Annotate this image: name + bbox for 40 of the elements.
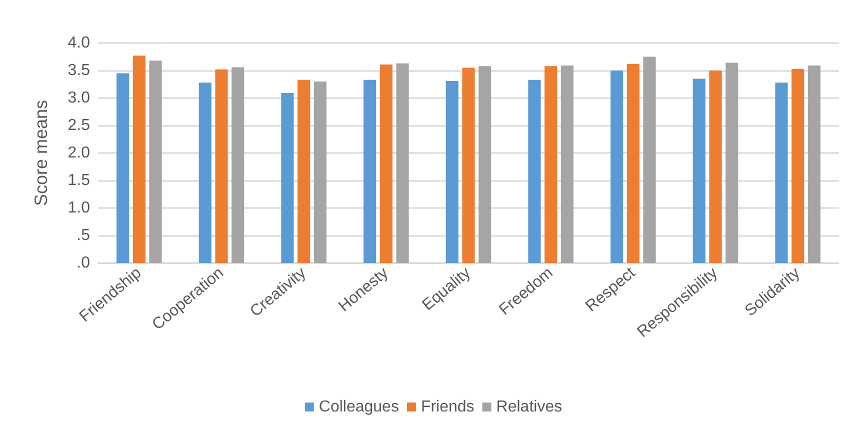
legend-label: Friends xyxy=(420,398,474,416)
bar xyxy=(281,93,294,263)
bar xyxy=(298,80,310,263)
bar xyxy=(232,67,244,263)
bar xyxy=(478,66,492,263)
bar xyxy=(528,80,541,263)
bar xyxy=(446,80,458,263)
bar xyxy=(314,82,326,263)
y-tick-label: 3.5 xyxy=(68,62,90,79)
legend-label: Colleagues xyxy=(318,398,399,416)
y-axis-title: Score means xyxy=(31,100,51,206)
bar xyxy=(610,70,624,263)
bar xyxy=(626,64,640,263)
y-tick-label: .0 xyxy=(76,254,90,272)
y-tick-label: 3.0 xyxy=(68,90,90,106)
y-tick-label: 1.5 xyxy=(68,172,90,189)
bar xyxy=(396,63,409,263)
bar xyxy=(198,82,212,263)
bar xyxy=(544,66,558,263)
bar xyxy=(792,68,804,263)
bar xyxy=(364,80,376,263)
bar xyxy=(116,73,130,263)
bar xyxy=(560,66,574,263)
bar xyxy=(462,68,475,263)
y-tick-label: 2.0 xyxy=(68,144,90,162)
bar xyxy=(149,60,162,263)
bar xyxy=(132,56,146,263)
y-tick-label: .5 xyxy=(76,227,90,244)
y-tick-label: 4.0 xyxy=(68,34,90,52)
bar xyxy=(215,69,228,263)
y-tick-label: 2.5 xyxy=(68,117,90,134)
bar xyxy=(808,66,820,263)
bar xyxy=(380,64,392,263)
bar xyxy=(709,70,722,263)
bar xyxy=(726,62,738,263)
legend-label: Relatives xyxy=(496,398,562,416)
y-tick-label: 1.0 xyxy=(68,200,90,216)
bar xyxy=(643,56,656,263)
bar xyxy=(775,82,788,263)
bar xyxy=(692,78,706,263)
